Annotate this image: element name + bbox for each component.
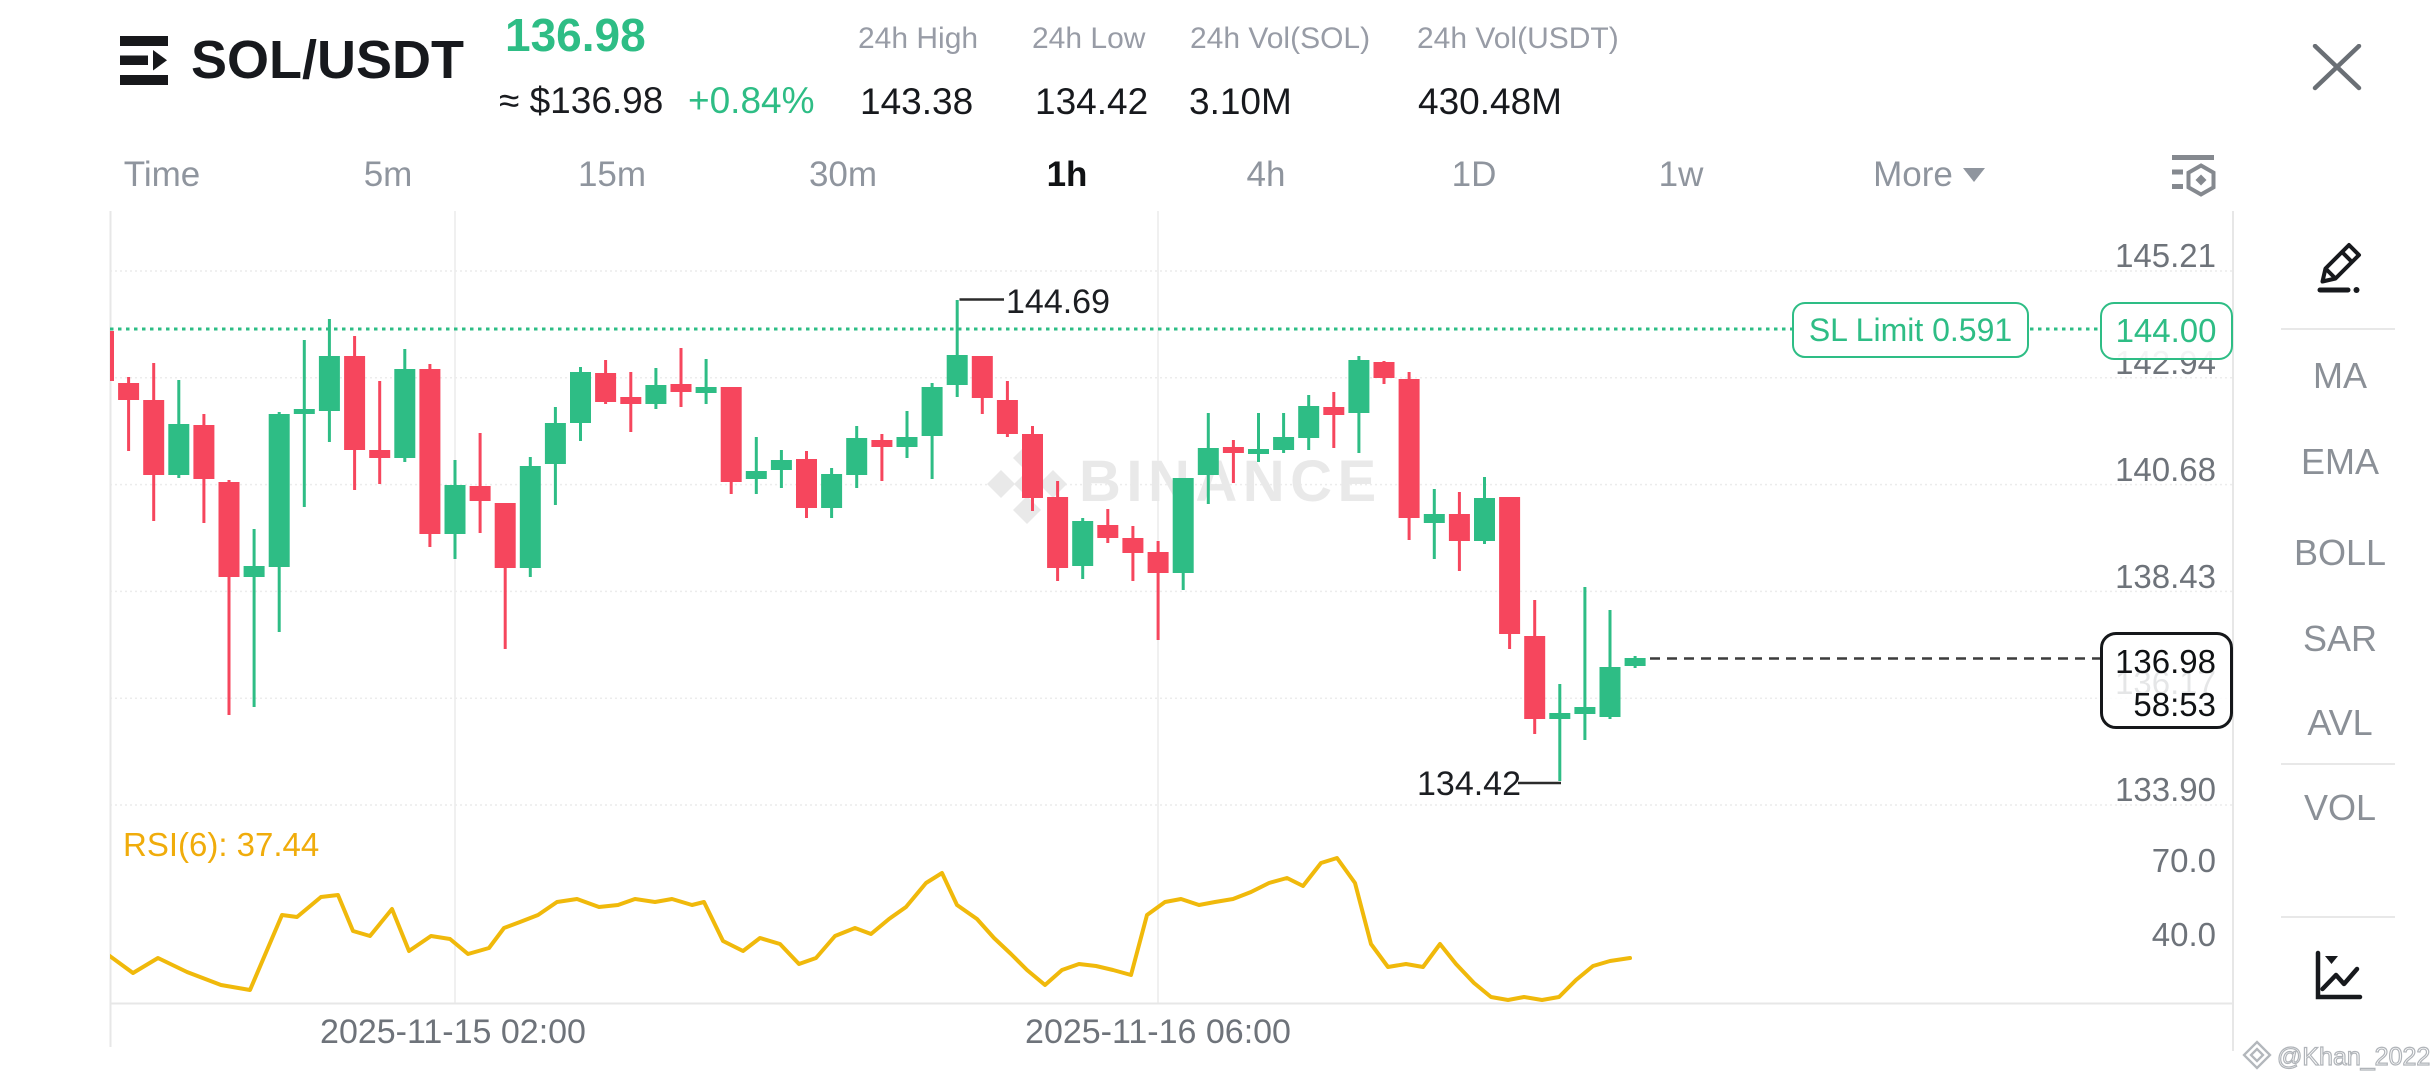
svg-text:BINANCE: BINANCE <box>1079 449 1382 514</box>
